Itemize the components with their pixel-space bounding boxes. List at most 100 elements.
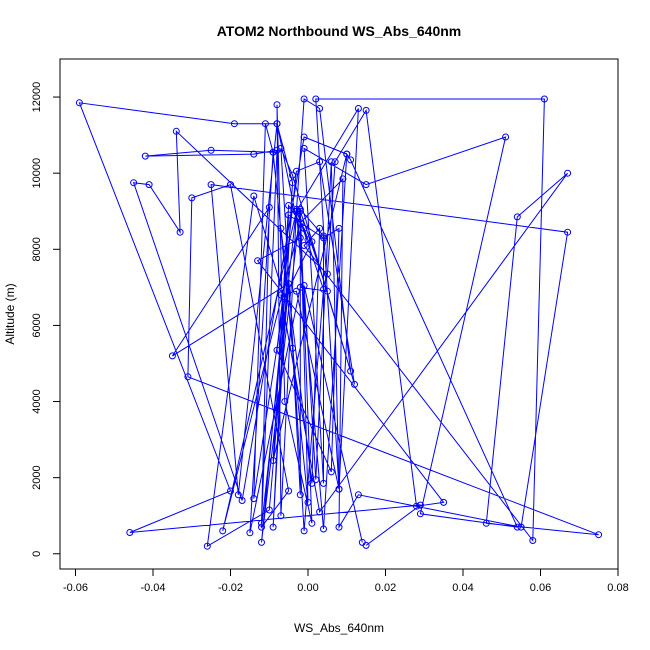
data-point: [277, 224, 285, 232]
data-point: [203, 542, 211, 550]
data-point: [308, 238, 316, 246]
y-tick-label: 4000: [31, 389, 43, 413]
data-point: [227, 181, 234, 189]
data-point: [250, 495, 258, 503]
data-point: [292, 207, 300, 215]
data-point: [300, 144, 308, 152]
data-point: [354, 105, 362, 112]
data-point: [343, 150, 351, 158]
chart-title: ATOM2 Northbound WS_Abs_640nm: [217, 23, 462, 39]
data-point: [269, 148, 277, 156]
data-point: [184, 373, 192, 381]
data-point: [273, 346, 281, 354]
data-point: [564, 169, 572, 177]
x-tick-label: -0.06: [63, 582, 88, 594]
data-point: [323, 270, 331, 278]
x-tick-label: 0.04: [452, 582, 473, 594]
data-point: [316, 508, 324, 516]
data-point: [335, 523, 343, 531]
data-point: [265, 203, 273, 211]
data-point: [172, 127, 180, 135]
data-point: [207, 146, 215, 154]
data-point: [323, 287, 331, 295]
data-point: [292, 287, 300, 295]
data-point: [75, 99, 83, 107]
data-point: [513, 523, 521, 531]
data-point: [413, 502, 420, 510]
data-point: [517, 523, 525, 531]
data-point: [250, 192, 258, 200]
data-point: [265, 506, 273, 514]
data-point: [416, 510, 424, 518]
data-point: [238, 497, 246, 504]
data-point: [327, 158, 335, 166]
data-point: [254, 257, 262, 265]
x-tick-label: -0.04: [140, 582, 165, 594]
data-point: [285, 280, 293, 288]
data-point: [320, 232, 327, 240]
data-point: [351, 380, 358, 388]
data-point: [258, 523, 265, 531]
data-point: [300, 95, 308, 103]
data-point: [289, 171, 296, 179]
data-point: [296, 491, 304, 499]
data-point: [335, 485, 343, 493]
data-point: [261, 120, 269, 128]
data-point: [289, 344, 296, 352]
data-point: [358, 538, 366, 546]
data-point: [176, 228, 184, 236]
data-point: [320, 234, 327, 242]
data-point: [308, 519, 316, 527]
data-point: [312, 476, 320, 484]
data-point: [219, 527, 227, 535]
y-tick-label: 0: [31, 551, 43, 557]
data-point: [300, 133, 308, 141]
data-point: [595, 531, 603, 539]
data-point: [285, 487, 293, 495]
data-point: [354, 491, 362, 499]
data-point: [145, 181, 153, 189]
data-point: [339, 175, 347, 183]
data-point: [502, 133, 510, 141]
data-point: [277, 291, 285, 299]
data-point: [540, 95, 548, 103]
data-point: [207, 181, 215, 189]
x-tick-label: 0.02: [375, 582, 396, 594]
data-point: [227, 487, 234, 495]
data-point: [564, 228, 572, 236]
data-point: [327, 468, 335, 476]
y-tick-label: 10000: [31, 158, 43, 189]
data-point: [269, 523, 277, 531]
series-points: [75, 95, 603, 550]
data-point: [269, 457, 277, 464]
data-point: [304, 236, 312, 244]
y-tick-label: 2000: [31, 465, 43, 489]
data-point: [482, 519, 490, 527]
data-point: [292, 205, 300, 213]
series-lines: [78, 98, 599, 548]
data-point: [296, 219, 304, 227]
series-line: [78, 98, 599, 548]
data-point: [320, 285, 327, 293]
data-point: [126, 529, 134, 536]
data-point: [285, 211, 293, 219]
data-point: [258, 519, 265, 527]
data-point: [168, 352, 176, 360]
data-point: [362, 106, 370, 114]
data-point: [335, 224, 343, 232]
data-point: [362, 181, 370, 189]
data-point: [300, 282, 308, 289]
data-point: [273, 120, 281, 128]
data-point: [250, 150, 258, 158]
data-point: [312, 95, 320, 103]
data-point: [308, 479, 316, 487]
y-axis-label: Altitude (m): [3, 283, 17, 344]
data-point: [277, 512, 285, 520]
data-point: [234, 491, 242, 499]
data-point: [296, 234, 304, 242]
data-point: [331, 158, 339, 166]
data-point: [304, 498, 312, 506]
data-point: [316, 105, 324, 112]
data-point: [277, 144, 285, 152]
